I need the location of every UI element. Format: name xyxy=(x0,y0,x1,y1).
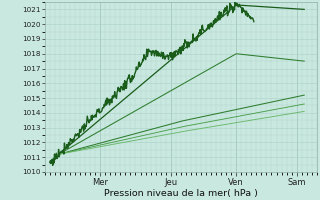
X-axis label: Pression niveau de la mer( hPa ): Pression niveau de la mer( hPa ) xyxy=(104,189,258,198)
